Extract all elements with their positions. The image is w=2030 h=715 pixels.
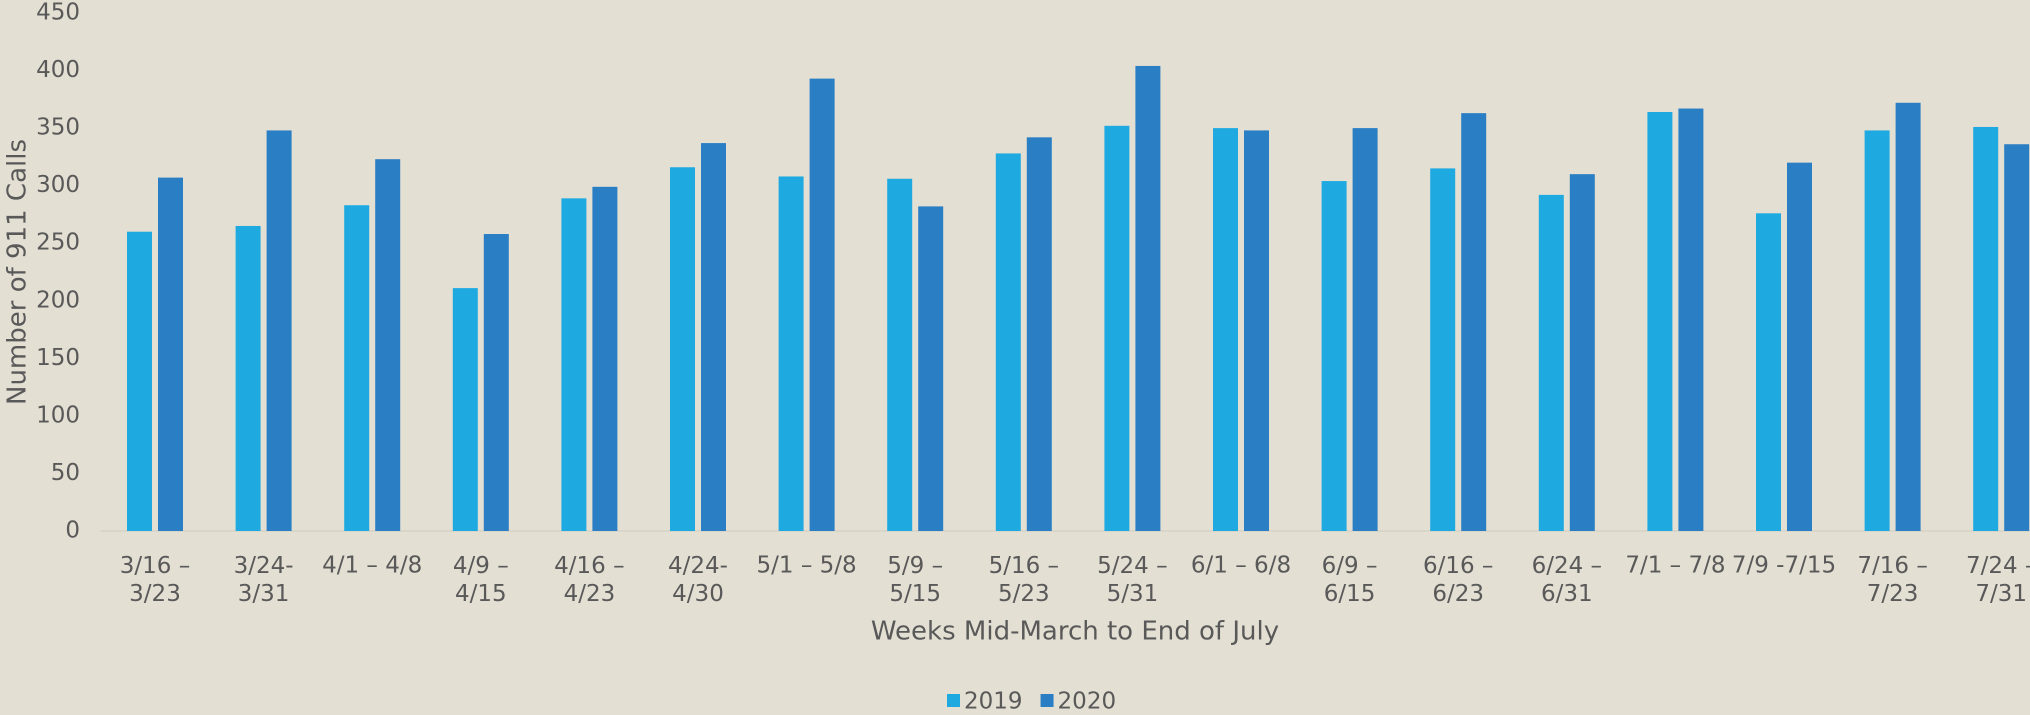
x-tick-label: 6/24 –6/31 — [1532, 553, 1602, 607]
x-tick-label: 5/1 – 5/8 — [757, 553, 857, 579]
x-tick-label: 7/16 –7/23 — [1857, 553, 1927, 607]
bar — [1321, 181, 1347, 531]
bar — [1104, 125, 1130, 531]
y-tick-label: 100 — [36, 402, 80, 428]
bar — [887, 178, 913, 531]
x-tick-label: 6/9 –6/15 — [1322, 553, 1378, 607]
legend-swatch — [1040, 694, 1054, 707]
bar — [701, 143, 726, 531]
x-tick-label: 4/24-4/30 — [668, 553, 728, 607]
x-tick-label: 3/24-3/31 — [234, 553, 294, 607]
bar — [235, 225, 261, 531]
x-tick-label: 7/9 -7/15 — [1732, 553, 1836, 579]
bar — [561, 198, 587, 531]
bar — [266, 130, 292, 531]
y-tick-label: 400 — [36, 57, 80, 83]
x-tick-label: 4/9 –4/15 — [453, 553, 509, 607]
bar — [1538, 194, 1564, 531]
x-tick-label: 5/9 –5/15 — [887, 553, 943, 607]
bar — [995, 153, 1021, 532]
bar — [344, 205, 370, 532]
y-tick-label: 350 — [36, 115, 80, 141]
bar — [1973, 126, 1999, 532]
bar — [1756, 213, 1781, 531]
bar — [1787, 162, 1812, 531]
legend-label: 2019 — [964, 689, 1023, 715]
bar — [670, 167, 695, 531]
x-tick-label: 5/16 –5/23 — [989, 553, 1059, 607]
x-tick-label: 4/16 –4/23 — [554, 553, 624, 607]
x-tick-label: 3/16 –3/23 — [120, 553, 190, 607]
bar — [1430, 168, 1456, 531]
bar — [1026, 137, 1052, 531]
bar — [778, 176, 804, 532]
x-tick-label: 7/24 –7/31 — [1966, 553, 2030, 607]
legend-label: 2020 — [1058, 689, 1117, 715]
bar — [1213, 128, 1238, 531]
x-tick-label: 5/24 –5/31 — [1097, 553, 1167, 607]
x-tick-label: 7/1 – 7/8 — [1625, 553, 1725, 579]
bar — [1244, 130, 1269, 531]
y-tick-label: 0 — [65, 518, 80, 544]
bar — [809, 78, 835, 531]
x-axis-title: Weeks Mid-March to End of July — [871, 617, 1279, 647]
legend-swatch — [947, 694, 960, 707]
bar — [1678, 108, 1704, 531]
x-tick-label: 6/16 –6/23 — [1423, 553, 1493, 607]
bar — [127, 231, 152, 531]
bar — [2004, 144, 2030, 531]
x-tick-label: 4/1 – 4/8 — [322, 553, 422, 579]
y-tick-label: 200 — [36, 287, 80, 313]
bar — [592, 186, 618, 531]
x-tick-label: 6/1 – 6/8 — [1191, 553, 1291, 579]
bar — [158, 177, 183, 531]
bar — [452, 288, 478, 531]
bar — [1569, 174, 1595, 531]
bar — [1352, 128, 1378, 531]
y-tick-label: 150 — [36, 345, 80, 371]
y-tick-label: 250 — [36, 230, 80, 256]
bar — [1461, 113, 1487, 531]
bar — [1895, 102, 1921, 531]
y-tick-label: 50 — [51, 460, 80, 486]
y-axis-title: Number of 911 Calls — [3, 139, 33, 405]
y-tick-label: 300 — [36, 172, 80, 198]
y-tick-label: 450 — [36, 0, 80, 26]
bar — [375, 159, 401, 532]
bar — [1647, 111, 1673, 532]
bar — [1864, 130, 1890, 531]
bar — [918, 206, 944, 532]
bar — [483, 234, 509, 531]
bar — [1135, 65, 1161, 531]
